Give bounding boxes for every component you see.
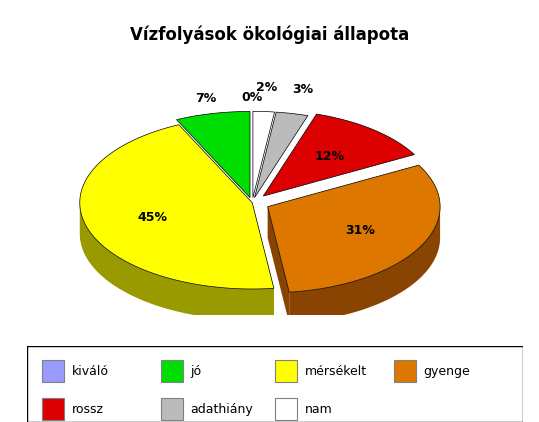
Polygon shape — [289, 208, 440, 323]
Polygon shape — [80, 125, 274, 289]
Text: 12%: 12% — [314, 150, 344, 163]
Polygon shape — [252, 203, 274, 319]
Text: 0%: 0% — [241, 91, 263, 104]
Polygon shape — [80, 204, 274, 320]
Text: nam: nam — [305, 403, 333, 416]
Text: 45%: 45% — [138, 211, 168, 224]
Polygon shape — [253, 111, 274, 197]
Text: gyenge: gyenge — [424, 365, 471, 378]
Polygon shape — [263, 114, 414, 196]
Text: mérsékelt: mérsékelt — [305, 365, 367, 378]
Polygon shape — [254, 112, 308, 197]
Text: 2%: 2% — [256, 81, 278, 94]
Bar — [394, 360, 416, 382]
Bar — [275, 398, 297, 420]
Text: 3%: 3% — [292, 84, 313, 97]
Bar — [275, 360, 297, 382]
Polygon shape — [177, 111, 250, 197]
Polygon shape — [268, 207, 289, 323]
Text: 31%: 31% — [345, 224, 375, 237]
Text: kiváló: kiváló — [72, 365, 108, 378]
Text: 7%: 7% — [195, 92, 216, 105]
Text: adathiány: adathiány — [191, 403, 253, 416]
Bar — [161, 398, 183, 420]
Bar — [42, 360, 64, 382]
Bar — [42, 398, 64, 420]
Bar — [161, 360, 183, 382]
Polygon shape — [268, 165, 440, 292]
Text: Vízfolyások ökológiai állapota: Vízfolyások ökológiai állapota — [130, 25, 409, 44]
Text: rossz: rossz — [72, 403, 103, 416]
Text: jó: jó — [191, 365, 202, 378]
